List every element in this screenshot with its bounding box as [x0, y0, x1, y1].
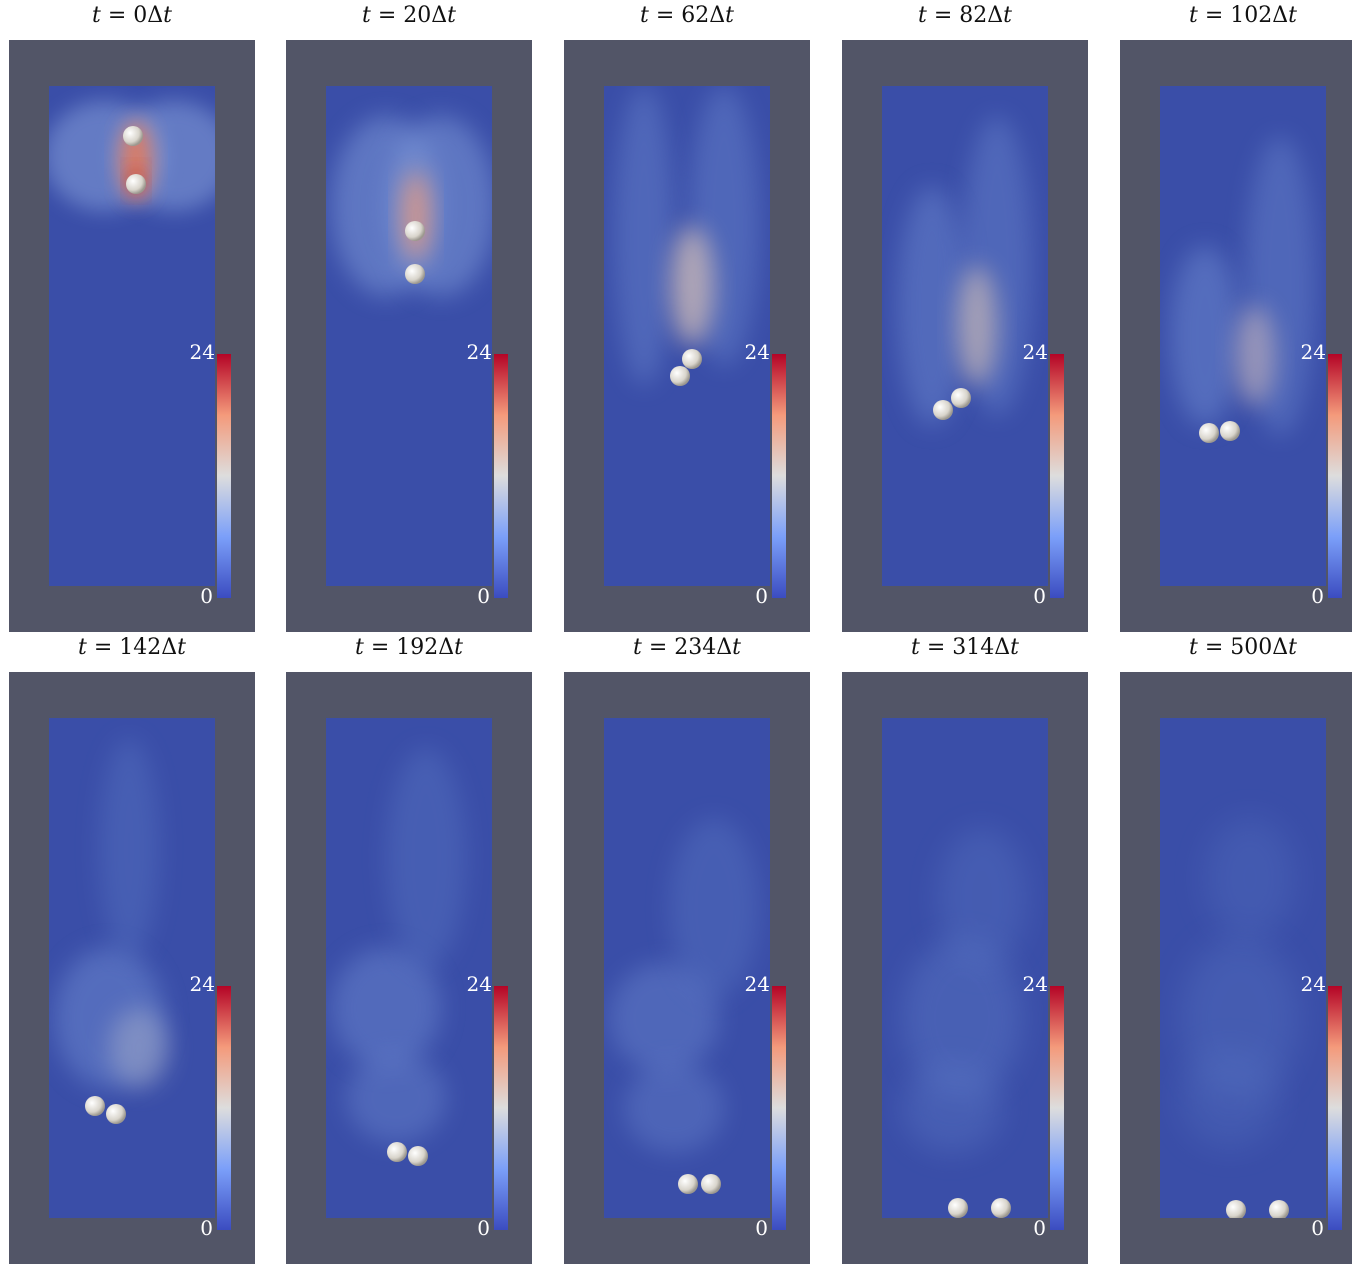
- panel-title: t = 20Δt: [362, 3, 456, 28]
- render-frame: 24 0: [564, 40, 810, 632]
- sphere-right: [106, 1104, 126, 1124]
- panel-title: t = 500Δt: [1189, 635, 1297, 660]
- snapshot-panel-7: t = 234Δt 24 0: [564, 632, 810, 1264]
- colorbar: [1050, 354, 1064, 598]
- sphere-right: [408, 1146, 428, 1166]
- colorbar-min-label: 0: [1033, 1216, 1046, 1240]
- colorbar-min-label: 0: [477, 1216, 490, 1240]
- colorbar: [772, 354, 786, 598]
- render-frame: 24 0: [9, 40, 255, 632]
- snapshot-panel-2: t = 62Δt 24 0: [564, 0, 810, 632]
- render-frame: 24 0: [1120, 40, 1352, 632]
- colorbar-min-label: 0: [755, 1216, 768, 1240]
- sphere-right: [991, 1198, 1011, 1218]
- colorbar: [1328, 354, 1342, 598]
- sphere-bottom: [670, 366, 690, 386]
- flow-field: [326, 718, 492, 1218]
- sphere-left: [1199, 423, 1219, 443]
- colorbar: [494, 354, 508, 598]
- colorbar-min-label: 0: [200, 1216, 213, 1240]
- sphere-left: [85, 1096, 105, 1116]
- sphere-top: [123, 126, 143, 146]
- colorbar-min-label: 0: [1311, 584, 1324, 608]
- panel-title: t = 82Δt: [918, 3, 1012, 28]
- sphere-right: [701, 1174, 721, 1194]
- colorbar-max-label: 24: [189, 972, 215, 996]
- panel-title: t = 142Δt: [78, 635, 186, 660]
- render-frame: 24 0: [9, 672, 255, 1264]
- colorbar-max-label: 24: [189, 340, 215, 364]
- colorbar: [1328, 986, 1342, 1230]
- flow-field: [882, 86, 1048, 586]
- flow-field: [49, 718, 215, 1218]
- panel-title: t = 192Δt: [355, 635, 463, 660]
- colorbar-max-label: 24: [1300, 972, 1326, 996]
- panel-title: t = 0Δt: [92, 3, 172, 28]
- flow-field: [604, 718, 770, 1218]
- snapshot-panel-6: t = 192Δt 24 0: [286, 632, 532, 1264]
- flow-field: [882, 718, 1048, 1218]
- snapshot-panel-8: t = 314Δt 24 0: [842, 632, 1088, 1264]
- flow-field: [1160, 86, 1326, 586]
- panel-title: t = 62Δt: [640, 3, 734, 28]
- colorbar-min-label: 0: [1311, 1216, 1324, 1240]
- render-frame: 24 0: [842, 40, 1088, 632]
- snapshot-panel-3: t = 82Δt 24 0: [842, 0, 1088, 632]
- panel-title: t = 234Δt: [633, 635, 741, 660]
- colorbar-max-label: 24: [466, 972, 492, 996]
- snapshot-panel-0: t = 0Δt 24 0: [9, 0, 255, 632]
- flow-field: [326, 86, 492, 586]
- colorbar: [217, 354, 231, 598]
- colorbar-min-label: 0: [200, 584, 213, 608]
- colorbar-min-label: 0: [477, 584, 490, 608]
- render-frame: 24 0: [1120, 672, 1352, 1264]
- snapshot-panel-5: t = 142Δt 24 0: [9, 632, 255, 1264]
- colorbar: [1050, 986, 1064, 1230]
- sphere-left: [387, 1142, 407, 1162]
- colorbar-max-label: 24: [1300, 340, 1326, 364]
- colorbar-max-label: 24: [1022, 340, 1048, 364]
- sphere-bottom: [933, 400, 953, 420]
- render-frame: 24 0: [286, 672, 532, 1264]
- sphere-right: [1269, 1200, 1289, 1218]
- sphere-left: [678, 1174, 698, 1194]
- colorbar-max-label: 24: [466, 340, 492, 364]
- colorbar-min-label: 0: [1033, 584, 1046, 608]
- colorbar-min-label: 0: [755, 584, 768, 608]
- colorbar: [772, 986, 786, 1230]
- render-frame: 24 0: [286, 40, 532, 632]
- sphere-top: [951, 388, 971, 408]
- sphere-left: [1226, 1200, 1246, 1218]
- colorbar: [217, 986, 231, 1230]
- sphere-bottom: [405, 264, 425, 284]
- snapshot-panel-9: t = 500Δt 24 0: [1120, 632, 1352, 1264]
- colorbar-max-label: 24: [1022, 972, 1048, 996]
- sphere-top: [682, 349, 702, 369]
- snapshot-panel-1: t = 20Δt 24 0: [286, 0, 532, 632]
- panel-title: t = 102Δt: [1189, 3, 1297, 28]
- colorbar-max-label: 24: [744, 972, 770, 996]
- flow-field: [1160, 718, 1326, 1218]
- render-frame: 24 0: [564, 672, 810, 1264]
- sphere-bottom: [126, 174, 146, 194]
- colorbar-max-label: 24: [744, 340, 770, 364]
- panel-title: t = 314Δt: [911, 635, 1019, 660]
- snapshot-panel-4: t = 102Δt 24 0: [1120, 0, 1352, 632]
- sphere-right: [1220, 421, 1240, 441]
- colorbar: [494, 986, 508, 1230]
- sphere-top: [405, 221, 425, 241]
- flow-field: [49, 86, 215, 586]
- flow-field: [604, 86, 770, 586]
- render-frame: 24 0: [842, 672, 1088, 1264]
- sphere-left: [948, 1198, 968, 1218]
